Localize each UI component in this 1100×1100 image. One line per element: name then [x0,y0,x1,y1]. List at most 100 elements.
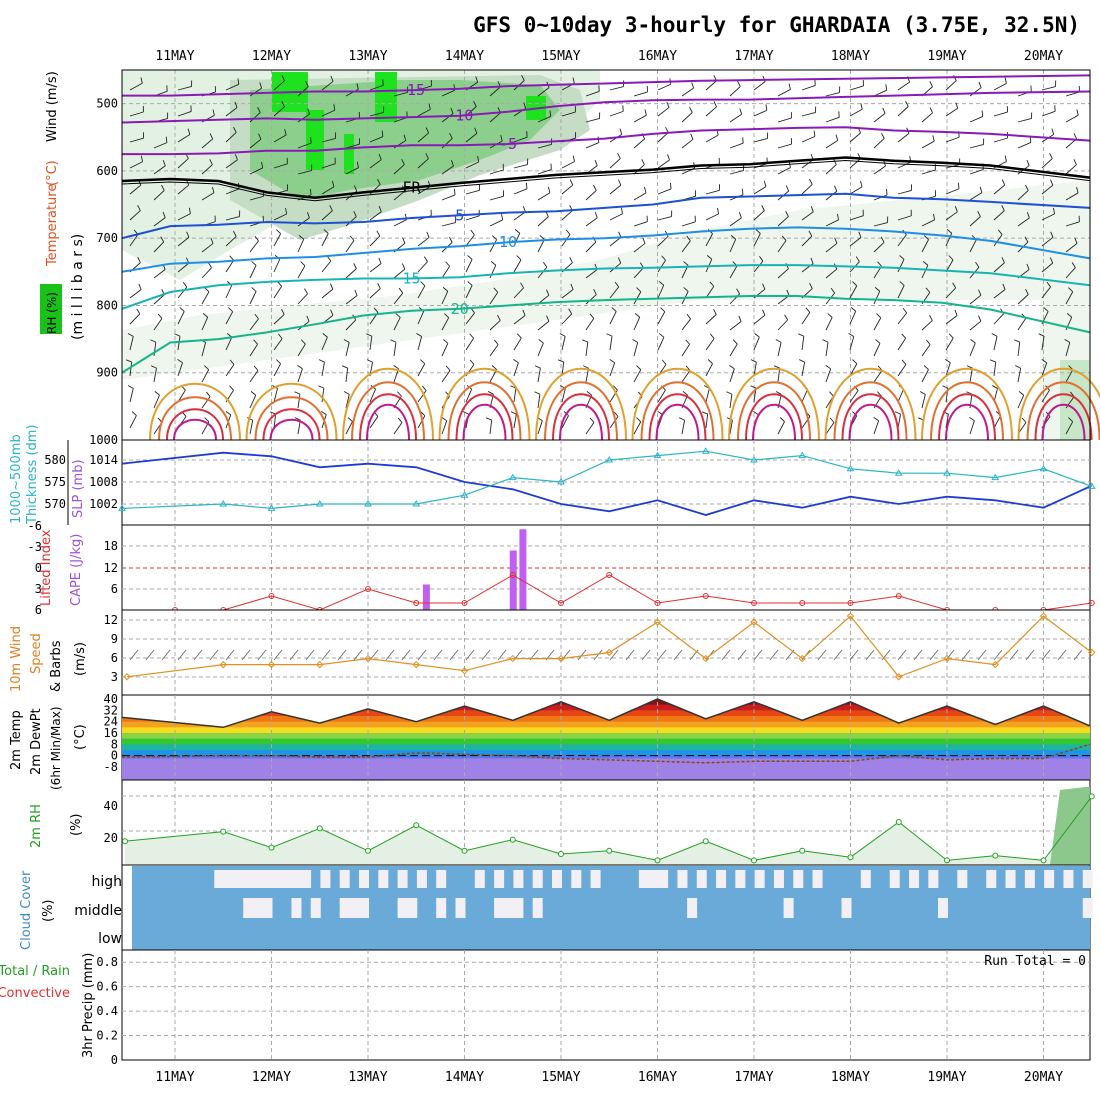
rh2m-marker [316,825,323,832]
wind-barb [897,189,912,195]
precip-label-b: Convective [0,986,70,1001]
wind10-barb [225,649,235,661]
wind-barb-flag [1073,159,1077,165]
wind-barb-flag [251,287,257,292]
cloud-middle-cell [503,898,514,918]
wind-barb-flag [899,281,905,286]
wind-barb-flag [572,77,575,84]
contour-label: -5 [499,135,517,153]
wind-barb-flag [586,391,592,396]
wind10-marker [895,673,903,681]
cloud-middle-cell [252,898,263,918]
thickness-marker [701,447,710,454]
surface-temp-contour [938,393,996,441]
tick-label: 6 [111,582,118,596]
date-labels-bottom: 11MAY 12MAY 13MAY 14MAY 15MAY 16MAY 17MAY 18MAY… [155,1070,1063,1085]
wind-barb [1017,142,1032,149]
wind-barb [273,233,282,247]
wind-barb-flag [538,339,544,344]
wind-barb-flag [1025,184,1029,191]
wind-barb [177,134,191,143]
wind-barb [1065,421,1074,435]
wind-barb [249,112,261,123]
wind-barb [897,259,905,273]
wind10-barb [241,649,251,661]
temperature-contour [121,264,1091,310]
wind-barb [681,344,691,357]
wind-barb-flag [209,133,214,140]
wind-barb-flag [485,417,492,421]
thickness-grid [122,440,1090,525]
rh2m-marker [509,836,516,843]
cloud-high-cell [1082,870,1093,888]
wind-barb [513,337,522,351]
wind-barb [393,268,406,279]
wind-barb-flag [875,339,881,344]
wind-barb [705,363,713,377]
wind-barb [129,161,143,169]
wind-barb-flag [1014,339,1020,343]
wind-barb-flag [378,257,382,264]
wind-barb [1041,236,1054,247]
wind-barb [945,337,954,351]
wind-barb-flag [257,106,261,113]
wind-barb [969,87,982,97]
wind-barb [513,362,519,377]
wind-barb [177,86,192,91]
wind-barb-flag [490,261,497,266]
wind-barb [201,192,215,201]
wind-barb-flag [1068,417,1074,423]
surface-temp-contour [158,396,232,441]
wind10-marker [509,654,517,663]
wind-barb [849,285,858,299]
wind-barb [849,132,861,143]
wind-barb-flag [784,314,789,321]
li-marker [509,572,516,578]
wind10-marker [943,654,951,663]
wind-barb [177,158,189,169]
wind-barb-flag [333,104,336,111]
precip-label-c: 3hr Precip (mm) [81,953,96,1058]
wind-barb-flag [1041,358,1048,364]
wind-barb [513,233,521,247]
temperature-unit: (°C) [45,160,60,186]
wind-barb-flag [858,231,862,238]
wind-barb [969,116,984,123]
surface-temp-contour [737,381,811,441]
wind-barb [993,111,1008,117]
wind-barb [297,394,301,409]
wind-barb [201,138,213,149]
wind-barb-flag [923,365,929,370]
wind-barb [369,112,384,117]
cloud-middle-cell [291,898,302,918]
wind10-barb [337,649,347,661]
wind-barb-flag [1068,287,1074,293]
rh2m-area [122,787,1095,865]
cloud-high-cell [928,870,939,888]
wind-barb [873,420,880,435]
wind10-marker [460,667,469,675]
wind-barb-flag [354,289,358,296]
wind-barb [513,315,526,325]
wind-barb-flag [510,385,517,389]
date-label-top: 15MAY [541,49,580,64]
wind-barb [417,390,427,403]
tick-label: 0.8 [96,955,118,969]
wind-barb-flag [281,308,285,315]
wind-barb-flag [945,358,951,364]
wind-barb [705,106,717,117]
wind-barb [345,143,360,149]
rh2m-label-b: (%) [69,814,84,837]
surface-temp-contour [438,367,531,441]
wind-barb [273,134,287,143]
thickness-marker [557,478,565,485]
wind-barb-flag [1001,257,1005,263]
wind-barb-flag [813,130,816,137]
surface-temp-contour [945,403,989,441]
temp-band [122,721,1090,729]
wind-barb [249,291,257,305]
wind-barb [513,211,526,221]
wind-barb-flag [229,359,235,365]
wind-barb-flag [1004,77,1007,84]
wind-barb [561,111,576,117]
